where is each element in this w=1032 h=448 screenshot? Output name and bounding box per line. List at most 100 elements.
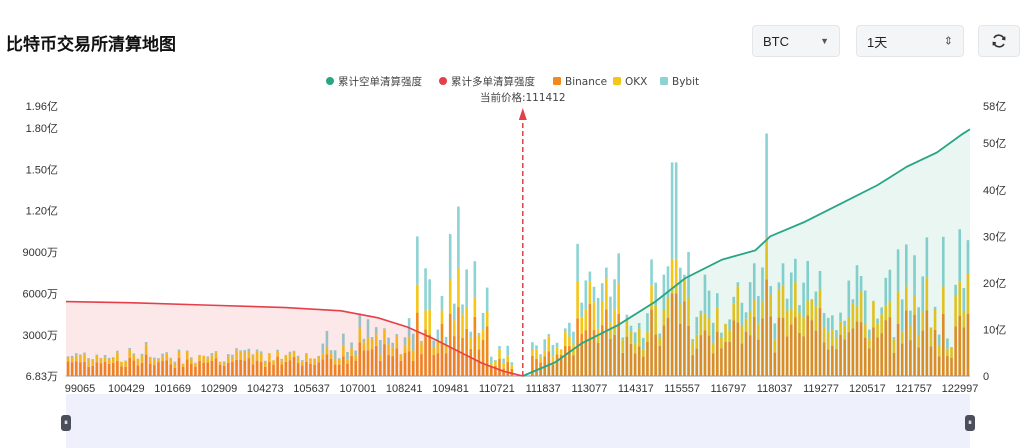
okx-bar [79,355,82,363]
okx-bar [74,355,78,362]
bybit-bar [206,356,210,359]
bybit-bar [432,340,436,348]
bybit-bar [411,333,415,351]
binance-bar [905,310,908,376]
okx-bar [214,352,218,359]
binance-bar [399,360,403,376]
okx-bar [140,355,144,363]
bybit-bar [609,296,612,323]
binance-bar [272,364,275,376]
okx-bar [695,334,699,349]
coin-select-value: BTC [763,33,789,49]
okx-bar [411,350,415,361]
okx-bar [802,317,805,337]
okx-bar [831,330,834,346]
bybit-bar [843,320,846,326]
bybit-bar [892,337,896,340]
binance-bar [477,349,481,376]
binance-bar [444,353,448,376]
legend-item-label: Binance [565,76,607,88]
binance-bar [765,279,768,376]
okx-bar [190,358,193,364]
binance-bar [366,350,370,376]
okx-bar [666,297,670,318]
bybit-bar [900,299,904,332]
binance-bar [748,335,752,376]
okx-bar [70,358,74,363]
bybit-bar [255,349,259,352]
right-axis-tick-label: 40亿 [983,184,1006,197]
okx-bar [921,311,925,331]
binance-bar [198,360,201,376]
okx-bar [132,354,136,361]
okx-bar [929,327,933,347]
bybit-bar [148,356,152,358]
okx-bar [453,320,456,337]
binance-bar [596,342,600,376]
binance-bar [913,314,916,376]
binance-bar [613,334,616,376]
bybit-bar [448,234,452,280]
binance-bar [695,348,699,376]
okx-bar [584,309,588,331]
binance-bar [535,358,538,376]
okx-bar [202,356,205,363]
binance-bar [732,320,736,376]
binance-bar [206,362,210,376]
coin-select[interactable]: BTC ▼ [752,25,840,57]
binance-bar [276,356,279,376]
binance-bar [950,357,953,376]
binance-bar [247,358,251,376]
bybit-bar [214,351,218,353]
binance-bar [457,307,460,376]
binance-bar [99,363,103,376]
binance-bar [769,316,773,376]
okx-bar [243,352,247,361]
zoom-slider-track[interactable] [66,394,970,448]
bybit-bar [909,310,912,326]
left-axis-tick-label: 1.80亿 [26,122,58,135]
binance-bar [222,365,226,376]
binance-bar [621,352,625,376]
okx-bar [103,357,107,363]
okx-bar [909,325,912,341]
okx-bar [255,351,259,361]
okx-bar [494,360,497,366]
okx-bar [658,336,662,346]
bybit-bar [637,323,641,329]
okx-bar [732,303,736,321]
zoom-handle-left[interactable]: ⏸ [61,415,71,431]
x-axis-tick-label: 118037 [757,383,793,395]
bybit-bar [839,312,842,322]
okx-bar [120,361,123,367]
binance-bar [868,348,871,376]
bybit-bar [70,355,74,359]
binance-bar [292,356,296,376]
binance-bar [116,361,119,376]
okx-bar [691,341,694,356]
right-axis-tick-label: 30亿 [983,230,1006,243]
binance-bar [740,343,744,376]
zoom-handle-right[interactable]: ⏸ [965,415,975,431]
okx-bar [296,357,300,364]
refresh-button[interactable] [978,25,1020,57]
bybit-bar [748,282,752,312]
okx-bar [374,334,378,346]
okx-bar [621,339,625,353]
binance-bar [202,362,205,376]
binance-bar [354,360,357,376]
bybit-bar [477,332,481,335]
bybit-bar [691,339,694,342]
binance-bar [235,359,238,376]
binance-bar [802,336,805,376]
bybit-bar [333,350,337,360]
x-axis-tick-label: 122997 [942,383,979,395]
time-range-select[interactable]: 1天 ⇕ [856,25,964,57]
binance-bar [461,337,464,376]
bybit-bar [666,266,670,298]
bybit-bar [646,313,649,332]
okx-bar [843,325,846,340]
okx-bar [662,308,666,326]
bybit-bar [83,352,86,355]
bybit-bar [276,349,279,352]
